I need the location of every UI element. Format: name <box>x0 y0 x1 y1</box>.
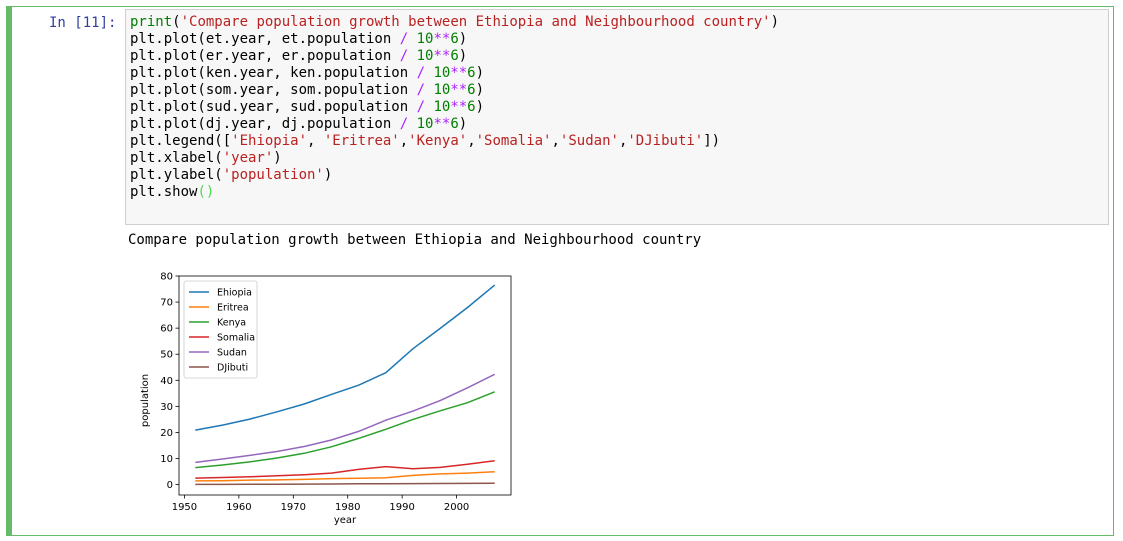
code-line-11: plt.show() <box>130 184 215 200</box>
code-line-3: plt.plot(er.year, er.population / 10**6) <box>130 48 468 64</box>
axes-ticks: 0 10 20 30 40 50 60 70 80 1950 1960 1970 1980 1990 200… <box>160 272 469 514</box>
legend-label: Ehiopia <box>217 288 252 299</box>
code-line-5: plt.plot(som.year, som.population / 10**… <box>130 82 485 98</box>
code-input-area[interactable]: print('Compare population growth between… <box>125 9 1109 225</box>
code-line-6: plt.plot(sud.year, sud.population / 10**… <box>130 99 485 115</box>
legend-label: Sudan <box>217 348 247 359</box>
code-line-8: plt.legend(['Ehiopia', 'Eritrea','Kenya'… <box>130 133 721 149</box>
y-tick-label: 70 <box>160 298 173 309</box>
series-line-eritrea <box>195 471 495 482</box>
series-line-ehiopia <box>195 284 496 431</box>
series-lines <box>195 284 496 486</box>
y-tick-label: 0 <box>167 480 173 491</box>
series-line-djibuti <box>195 482 495 486</box>
series-line-somalia <box>195 460 495 479</box>
x-tick-label: 1950 <box>172 502 197 513</box>
legend: Ehiopia Eritrea Kenya Somalia Sudan DJibuti <box>183 280 258 379</box>
code-line-7: plt.plot(dj.year, dj.population / 10**6) <box>130 116 468 132</box>
code-string: 'Compare population growth between Ethio… <box>180 14 771 30</box>
code-line-1: print('Compare population growth between… <box>130 14 780 30</box>
y-axis-label: population <box>140 374 151 427</box>
axes-frame <box>178 275 512 496</box>
notebook-cell[interactable]: In [11]: print('Compare population growt… <box>6 6 1114 536</box>
y-tick-label: 30 <box>160 402 173 413</box>
legend-label: DJibuti <box>217 363 248 374</box>
x-tick-label: 1990 <box>389 502 414 513</box>
legend-label: Somalia <box>217 333 255 344</box>
y-tick-label: 60 <box>160 324 173 335</box>
code-line-4: plt.plot(ken.year, ken.population / 10**… <box>130 65 485 81</box>
input-prompt: In [11]: <box>49 15 117 31</box>
y-tick-label: 10 <box>160 454 173 465</box>
x-axis-label: year <box>334 515 357 526</box>
series-line-sudan <box>195 373 496 464</box>
x-tick-label: 1970 <box>281 502 306 513</box>
legend-label: Eritrea <box>217 303 249 314</box>
code-editor[interactable]: print('Compare population growth between… <box>130 14 779 201</box>
code-line-10: plt.ylabel('population') <box>130 167 333 183</box>
y-tick-label: 20 <box>160 428 173 439</box>
y-tick-label: 80 <box>160 272 173 283</box>
output-stdout: Compare population growth between Ethiop… <box>128 232 702 248</box>
y-tick-label: 40 <box>160 376 173 387</box>
cell-selection-bar <box>7 7 12 535</box>
legend-label: Kenya <box>217 318 246 329</box>
code-line-9: plt.xlabel('year') <box>130 150 282 166</box>
x-tick-label: 2000 <box>444 502 469 513</box>
line-chart: 0 10 20 30 40 50 60 70 80 1950 1960 1970 1980 1990 200… <box>140 272 512 526</box>
code-line-2: plt.plot(et.year, et.population / 10**6) <box>130 31 468 47</box>
legend-box <box>183 280 258 379</box>
series-line-kenya <box>195 391 495 469</box>
x-tick-label: 1980 <box>335 502 360 513</box>
y-tick-label: 50 <box>160 350 173 361</box>
x-tick-label: 1960 <box>226 502 251 513</box>
